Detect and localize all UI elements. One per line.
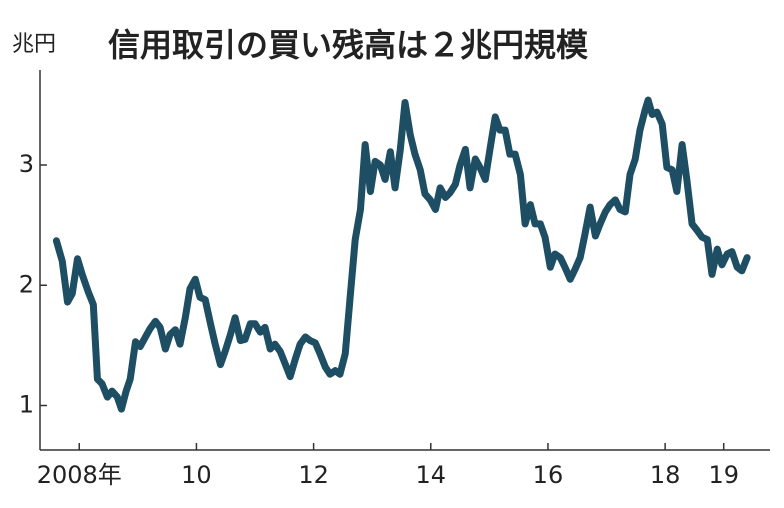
y-unit-label: 兆円 (12, 32, 56, 57)
x-tick-label: 14 (416, 461, 447, 489)
x-tick-label: 12 (298, 461, 329, 489)
x-tick-label: 2008年 (37, 461, 122, 489)
y-tick-label: 2 (19, 270, 34, 298)
x-tick-label: 16 (533, 461, 564, 489)
x-tick-label: 10 (181, 461, 212, 489)
data-line (52, 96, 751, 413)
chart-title: 信用取引の買い残高は２兆円規模 (108, 26, 588, 64)
x-tick-label: 19 (708, 461, 739, 489)
y-tick-label: 3 (19, 150, 34, 178)
y-tick-label: 1 (19, 391, 34, 419)
x-tick-label: 18 (650, 461, 681, 489)
